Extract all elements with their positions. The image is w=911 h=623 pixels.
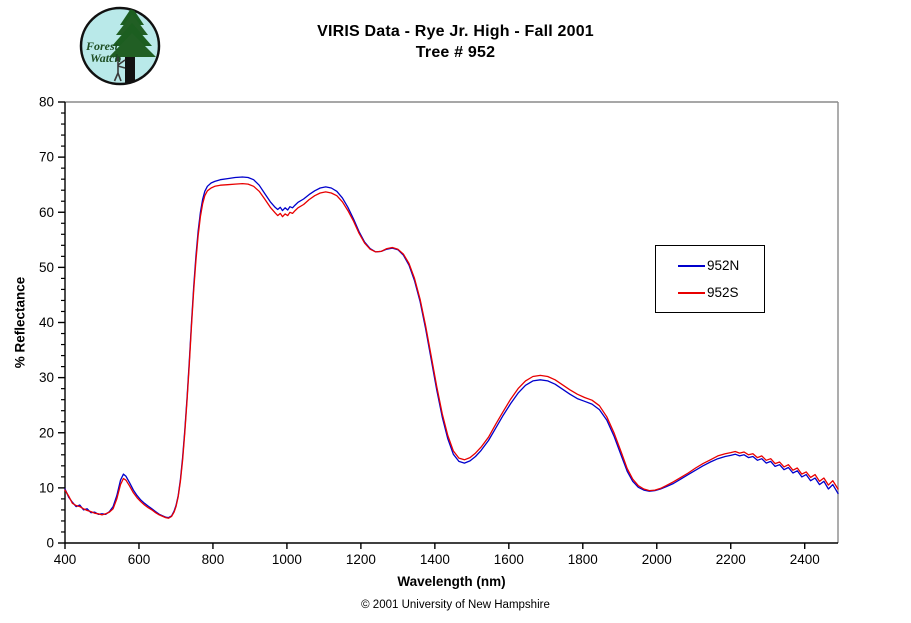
y-tick-label: 50	[39, 260, 54, 275]
x-tick-label: 1200	[346, 552, 376, 567]
x-tick-label: 1400	[420, 552, 450, 567]
legend-line-952n	[678, 264, 705, 267]
legend: 952N 952S	[655, 245, 765, 313]
legend-line-952s	[678, 291, 705, 294]
x-tick-label: 1800	[568, 552, 598, 567]
x-tick-label: 600	[128, 552, 151, 567]
x-tick-label: 2000	[642, 552, 672, 567]
y-tick-label: 30	[39, 370, 54, 385]
legend-item-952n: 952N	[656, 258, 764, 273]
x-axis-label: Wavelength (nm)	[397, 574, 506, 589]
y-axis-label: % Reflectance	[12, 276, 28, 369]
x-tick-label: 2400	[790, 552, 820, 567]
x-tick-label: 1600	[494, 552, 524, 567]
x-tick-label: 1000	[272, 552, 302, 567]
legend-label-952s: 952S	[707, 285, 739, 300]
y-tick-label: 80	[39, 95, 54, 110]
legend-label-952n: 952N	[707, 258, 740, 273]
y-tick-label: 40	[39, 315, 54, 330]
chart-title: VIRIS Data - Rye Jr. High - Fall 2001	[317, 23, 594, 40]
logo-text-line1: Forest	[85, 39, 119, 53]
title-block: VIRIS Data - Rye Jr. High - Fall 2001 Tr…	[0, 21, 911, 63]
series-curve-952s	[64, 182, 839, 519]
forest-watch-logo: Forest Watch	[79, 6, 161, 86]
person-icon	[113, 56, 126, 82]
x-tick-label: 800	[202, 552, 225, 567]
logo-text-line2: Watch	[90, 51, 121, 65]
series-curve-952n	[64, 176, 839, 519]
x-tick-label: 400	[54, 552, 77, 567]
y-tick-label: 60	[39, 205, 54, 220]
copyright-text: © 2001 University of New Hampshire	[361, 599, 550, 611]
y-tick-label: 0	[46, 536, 54, 551]
pine-tree-icon	[109, 8, 156, 83]
chart-subtitle: Tree # 952	[415, 44, 496, 61]
legend-item-952s: 952S	[656, 285, 764, 300]
x-tick-label: 2200	[716, 552, 746, 567]
y-tick-label: 10	[39, 480, 54, 495]
y-tick-label: 70	[39, 150, 54, 165]
y-tick-label: 20	[39, 425, 54, 440]
